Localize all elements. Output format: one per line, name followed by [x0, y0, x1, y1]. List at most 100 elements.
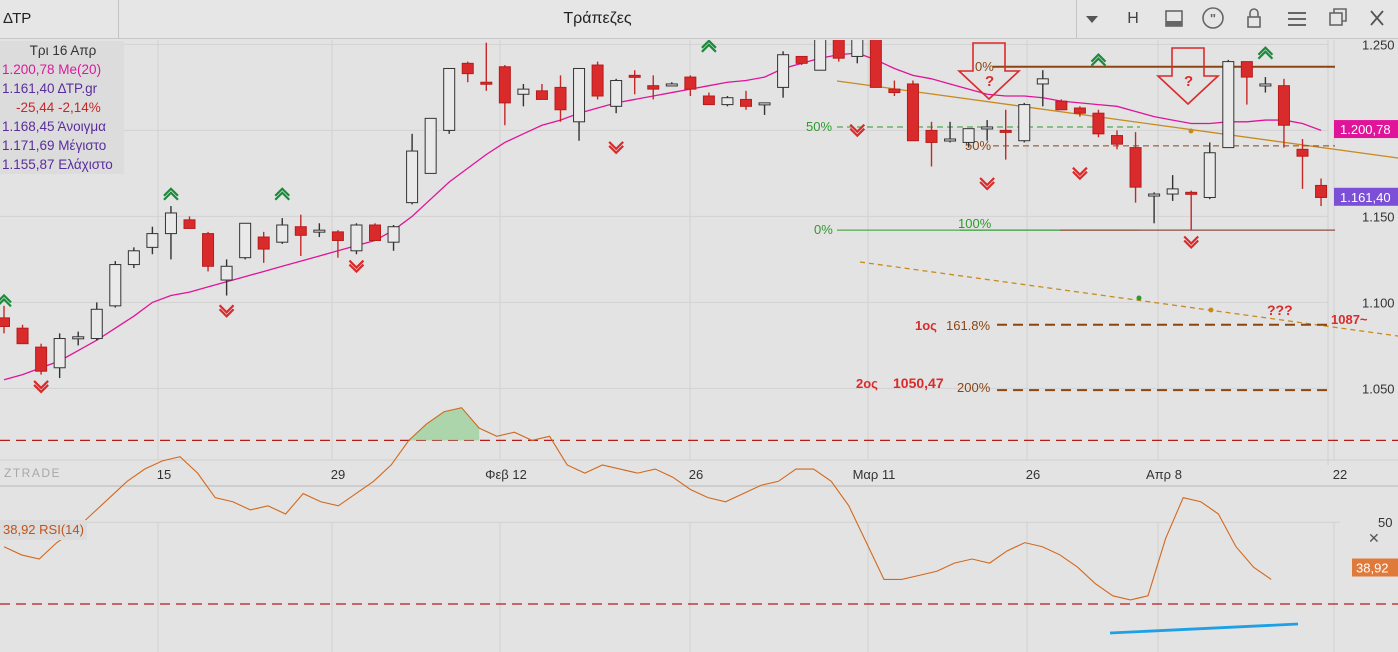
candle-body: [517, 88, 530, 95]
price-tick-label: 1.050: [1362, 381, 1395, 396]
high-value: 1.171,69 Μέγιστο: [2, 138, 107, 153]
candle-body: [906, 83, 919, 142]
rsi-panel: [0, 516, 1398, 652]
restore-icon[interactable]: [1326, 0, 1350, 38]
candle-body: [535, 90, 548, 100]
close-panel-icon: ✕: [1368, 530, 1380, 546]
symbol-field[interactable]: ΔΤΡ: [0, 0, 119, 38]
candle-body: [777, 54, 790, 88]
sell-signal-arrow: [849, 123, 866, 138]
sell-signal-arrow: [1183, 235, 1199, 250]
candle-body: [72, 336, 85, 340]
price-badge-label: 1.161,40: [1340, 190, 1391, 205]
candle-body: [591, 64, 604, 97]
question-mark: ?: [985, 73, 994, 90]
candle-body: [1259, 83, 1272, 87]
candle-body: [962, 128, 975, 143]
price-panel: [0, 40, 1398, 465]
candle-body: [573, 67, 586, 123]
candle-body: [16, 327, 29, 345]
candle-body: [1296, 148, 1309, 157]
candle-body: [369, 224, 381, 241]
lock-icon[interactable]: [1242, 0, 1266, 38]
candle-body: [313, 229, 326, 233]
caret-down-icon[interactable]: [1076, 0, 1107, 38]
buy-signal-arrow: [0, 293, 12, 308]
buy-signal-arrow: [163, 187, 179, 201]
candle-body: [90, 308, 103, 340]
candle-body: [498, 66, 511, 104]
time-tick-label: 29: [331, 467, 345, 482]
price-tick-label: 1.250: [1362, 40, 1395, 52]
sell-signal-arrow: [608, 141, 624, 155]
candle-body: [127, 250, 140, 266]
buy-signal-arrow: [1090, 53, 1107, 67]
question-mark: ?: [1184, 73, 1193, 90]
time-tick-label: 26: [1026, 467, 1040, 482]
buy-signal-arrow: [1257, 46, 1274, 60]
hollow-down-arrow-icon: [956, 42, 1022, 101]
fib-level-label: 50%: [806, 119, 832, 134]
question-mark: ???: [1267, 302, 1293, 318]
candle-body: [443, 67, 456, 131]
candle-body: [554, 86, 567, 111]
price-badge: [1334, 187, 1398, 206]
candle-body: [387, 226, 400, 243]
buy-signal-arrow: [274, 187, 291, 201]
time-tick-label: Μαρ 11: [853, 467, 896, 482]
fib-point: [1136, 295, 1142, 301]
price-tick-label: 1.150: [1362, 209, 1395, 224]
rsi-label: 38,92 RSI(14): [0, 520, 87, 540]
low-value: 1.155,87 Ελάχιστο: [2, 157, 113, 172]
candle-body: [164, 212, 177, 235]
candle-body: [851, 40, 864, 57]
candle-body: [1203, 152, 1216, 198]
target-prefix: 1ος: [915, 318, 937, 333]
hollow-down-arrow-icon: [1155, 47, 1221, 106]
sell-signal-arrow: [1072, 166, 1088, 181]
fib2-level-label: 100%: [958, 216, 992, 231]
trend-point: [1188, 128, 1194, 134]
candle-body: [740, 98, 752, 107]
candle-body: [1277, 85, 1290, 126]
candle-body: [0, 317, 10, 327]
quote-icon[interactable]: ": [1200, 0, 1226, 38]
candle-body: [1036, 78, 1049, 85]
time-tick-label: 15: [157, 467, 171, 482]
buy-signal-arrow: [701, 40, 717, 53]
candle-body: [331, 231, 344, 241]
fib-level-label: 0%: [814, 222, 833, 237]
open-value: 1.168,45 Άνοιγμα: [2, 119, 106, 134]
menu-icon[interactable]: [1285, 0, 1309, 38]
candle-body: [276, 224, 289, 243]
overbought-area: [373, 407, 480, 441]
candle-body: [257, 236, 270, 250]
close-icon[interactable]: [1366, 0, 1388, 38]
watermark: ZTRADE: [4, 466, 61, 480]
panel-icon[interactable]: [1162, 0, 1186, 38]
title-bar: ΔΤΡ Τράπεζες H ": [0, 0, 1398, 39]
ma-badge-label: 1.200,78: [1340, 122, 1391, 137]
data-window: Τρι 16 Απρ 1.200,78 Me(20) 1.161,40 ΔΤΡ.…: [0, 41, 124, 174]
candle-body: [1111, 135, 1123, 145]
fib2-level-label: 0%: [975, 59, 994, 74]
candle-body: [702, 95, 715, 106]
trend-point: [1208, 307, 1214, 313]
rsi-tick-label: 50: [1378, 515, 1392, 530]
candle-body: [1166, 188, 1179, 195]
candle-body: [628, 74, 641, 78]
h-button[interactable]: H: [1127, 10, 1139, 27]
candle-body: [999, 129, 1012, 133]
candle-body: [350, 224, 363, 252]
panel-separator: [0, 485, 1398, 487]
candle-body: [202, 233, 215, 267]
candle-body: [888, 88, 901, 94]
chart-title: Τράπεζες: [563, 10, 632, 27]
svg-text:": ": [1210, 11, 1216, 26]
candle-body: [647, 85, 660, 90]
candle-body: [480, 81, 493, 85]
candle-body: [146, 233, 159, 248]
candle-body: [981, 126, 994, 130]
